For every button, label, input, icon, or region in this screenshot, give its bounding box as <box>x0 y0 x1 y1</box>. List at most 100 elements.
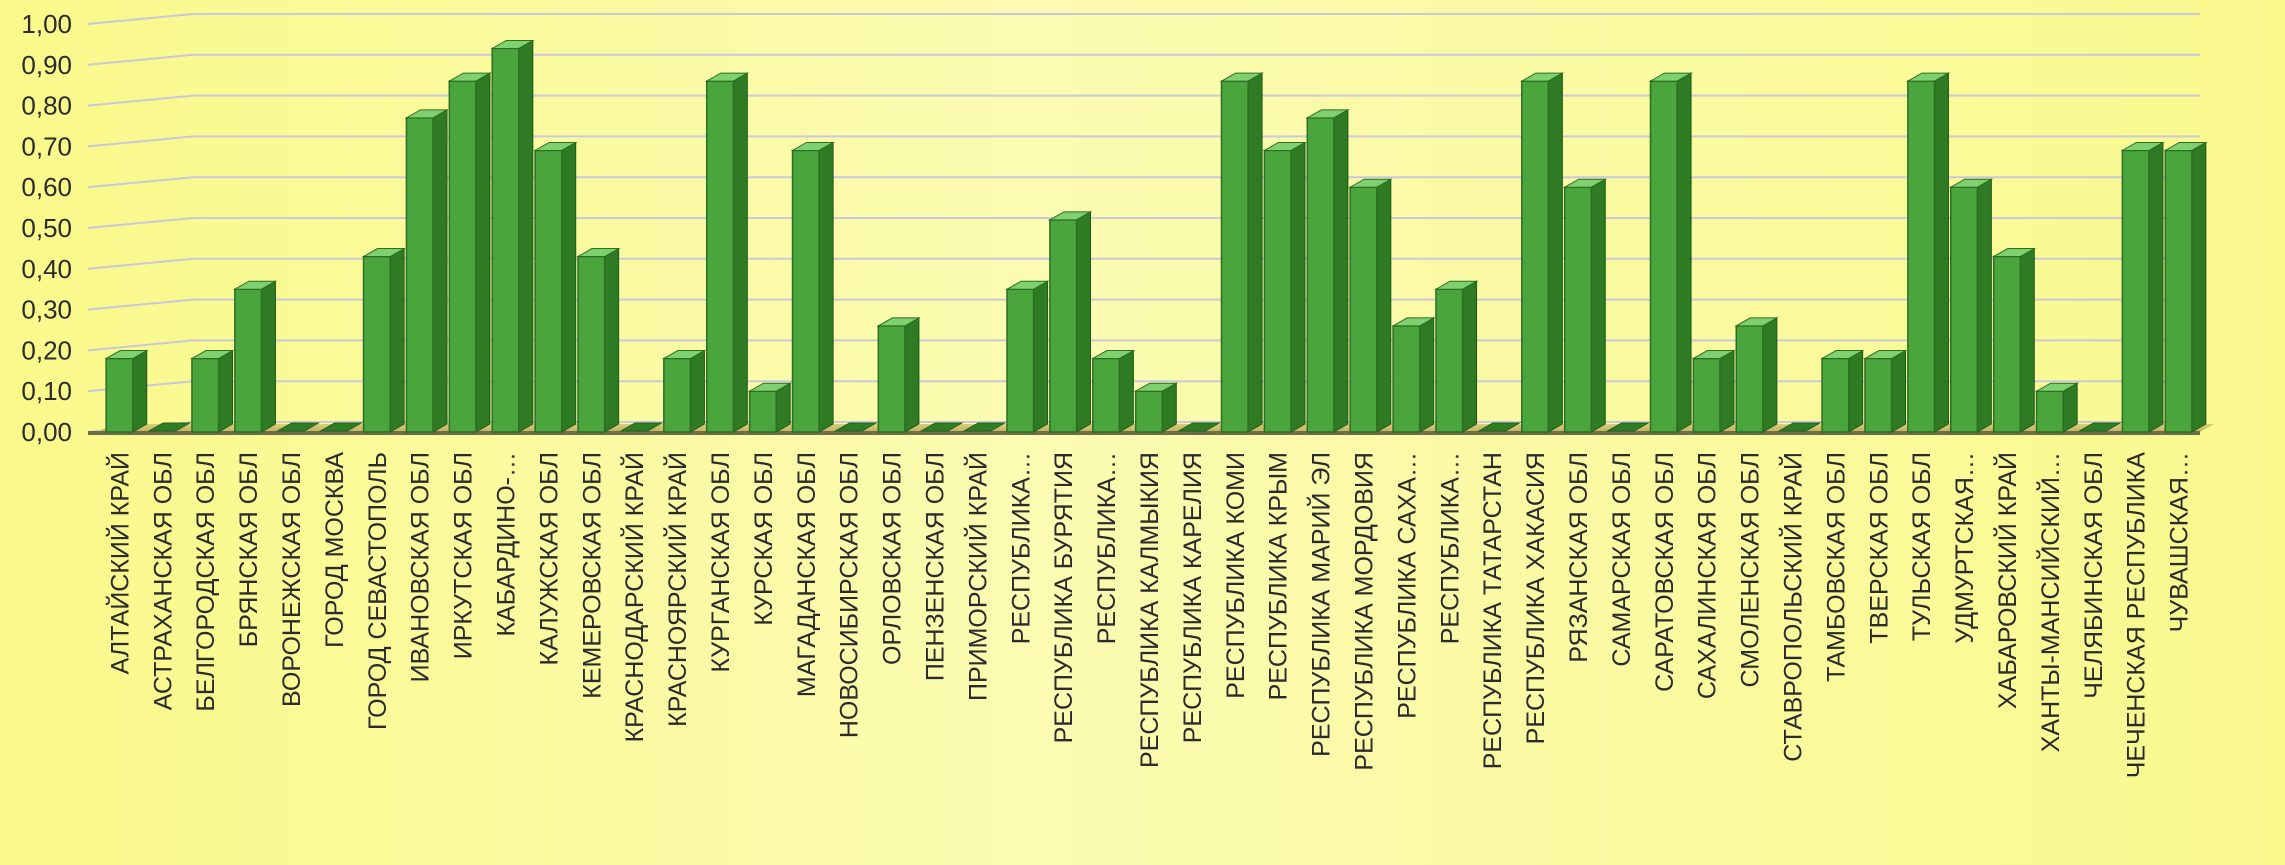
x-category-label: ЧЕЧЕНСКАЯ РЕСПУБЛИКА <box>2123 452 2151 779</box>
bar <box>790 141 835 433</box>
x-category-label: РЕСПУБЛИКА… <box>1436 452 1464 644</box>
x-category-label: КУРСКАЯ ОБЛ <box>750 452 778 626</box>
bar-side <box>2191 141 2207 433</box>
bar-side <box>1333 108 1349 433</box>
bar-top <box>232 280 278 290</box>
bar-front <box>448 80 477 433</box>
bar-top <box>876 317 921 327</box>
bar-side <box>2019 247 2035 433</box>
bar-front <box>491 47 520 433</box>
bar-side <box>1719 349 1735 433</box>
x-category-label: БРЯНСКАЯ ОБЛ <box>235 452 263 647</box>
bar-side <box>1933 72 1949 433</box>
x-category-label: РЕСПУБЛИКА КОМИ <box>1222 452 1250 699</box>
gridline <box>87 298 2200 311</box>
bar-top <box>1562 178 1608 188</box>
bar-side <box>2148 141 2164 433</box>
bar-front <box>105 357 134 433</box>
bar-top <box>1519 72 1565 82</box>
bar-top <box>1305 109 1350 119</box>
bar-side <box>1848 349 1864 433</box>
gridline <box>87 135 2200 148</box>
bar-zero <box>919 422 964 432</box>
bar-front <box>705 80 735 433</box>
bar-side <box>1419 317 1435 433</box>
bar-top <box>1434 280 1479 290</box>
x-category-label: РЕСПУБЛИКА ТАТАРСТАН <box>1479 452 1507 769</box>
y-tick-label: 0,40 <box>21 254 72 284</box>
bar <box>232 280 278 433</box>
x-category-label: КРАСНОЯРСКИЙ КРАЙ <box>662 452 692 727</box>
bar-side <box>1891 349 1907 433</box>
bar <box>1090 349 1136 433</box>
bar <box>1863 349 1908 433</box>
bar-top <box>1648 72 1693 82</box>
bar-top <box>490 39 535 49</box>
bar-zero <box>1176 422 1222 432</box>
x-category-label: РЕСПУБЛИКА… <box>1093 452 1121 644</box>
bar-top <box>2120 141 2165 151</box>
gridline <box>87 94 2200 107</box>
bar-front <box>191 357 220 433</box>
x-category-label: НОВОСИБИРСКАЯ ОБЛ <box>836 452 864 738</box>
bar-front <box>1220 80 1249 433</box>
bar <box>104 349 149 433</box>
x-category-label: КУРГАНСКАЯ ОБЛ <box>707 452 735 673</box>
bar <box>147 422 192 432</box>
x-category-label: РЕСПУБЛИКА МАРИЙ ЭЛ <box>1306 452 1336 757</box>
bar-top <box>447 72 492 82</box>
bar-top <box>1348 178 1393 188</box>
x-category-label: ИВАНОВСКАЯ ОБЛ <box>407 452 435 682</box>
gridline <box>87 13 2200 25</box>
bar-top <box>1005 280 1050 290</box>
bar-front <box>791 149 820 433</box>
bar <box>876 317 921 433</box>
x-category-label: ГОРОД СЕВАСТОПОЛЬ <box>364 452 392 730</box>
x-category-label: ТАМБОВСКАЯ ОБЛ <box>1822 452 1850 682</box>
x-category-label: ТВЕРСКАЯ ОБЛ <box>1865 452 1893 644</box>
bar <box>1434 280 1479 433</box>
y-tick-label: 0,50 <box>21 213 72 243</box>
x-category-label: ТУЛЬСКАЯ ОБЛ <box>1908 452 1936 641</box>
x-category-label: РЕСПУБЛИКА КАЛМЫКИЯ <box>1136 452 1164 768</box>
bar <box>275 422 321 432</box>
bar <box>747 382 793 433</box>
x-category-label: УДМУРТСКАЯ… <box>1951 452 1979 644</box>
bar-front <box>1392 325 1421 433</box>
x-category-label: РЕСПУБЛИКА ХАКАСИЯ <box>1522 452 1550 744</box>
bar-top <box>2034 382 2080 392</box>
bar <box>2163 141 2208 433</box>
bar-top <box>361 248 407 258</box>
bar-zero <box>1777 422 1822 432</box>
bar-front <box>362 255 391 433</box>
bar-side <box>1547 72 1563 433</box>
bar <box>490 39 535 433</box>
bar-zero <box>619 422 664 432</box>
x-category-label: СМОЛЕНСКАЯ ОБЛ <box>1737 452 1765 687</box>
x-category-label: САРАТОВСКАЯ ОБЛ <box>1651 452 1679 692</box>
x-category-label: РЕСПУБЛИКА… <box>1007 452 1035 644</box>
bar <box>1176 422 1222 432</box>
bar-top <box>1905 72 1951 82</box>
bar-front <box>1907 80 1936 433</box>
bar-top <box>104 350 149 360</box>
bar-side <box>561 141 577 433</box>
bar <box>1519 72 1565 433</box>
bar <box>1648 72 1693 433</box>
bar-side <box>1118 349 1134 433</box>
bar-side <box>1247 72 1263 433</box>
bar <box>833 422 878 432</box>
bar-top <box>533 141 578 151</box>
bar-front <box>1992 255 2022 433</box>
y-tick-label: 0,20 <box>21 335 72 365</box>
y-axis-ticks: 0,00 0,10 0,20 0,30 0,40 0,50 0,60 0,70 0,80 0,90… <box>21 9 72 447</box>
bar-zero <box>962 422 1007 432</box>
bar <box>1734 317 1779 433</box>
bar-side <box>389 247 405 433</box>
y-tick-label: 0,70 <box>21 131 72 161</box>
bar <box>1562 178 1608 433</box>
bar-front <box>877 325 906 433</box>
bar-top <box>190 350 235 360</box>
bar-zero <box>2077 422 2122 432</box>
